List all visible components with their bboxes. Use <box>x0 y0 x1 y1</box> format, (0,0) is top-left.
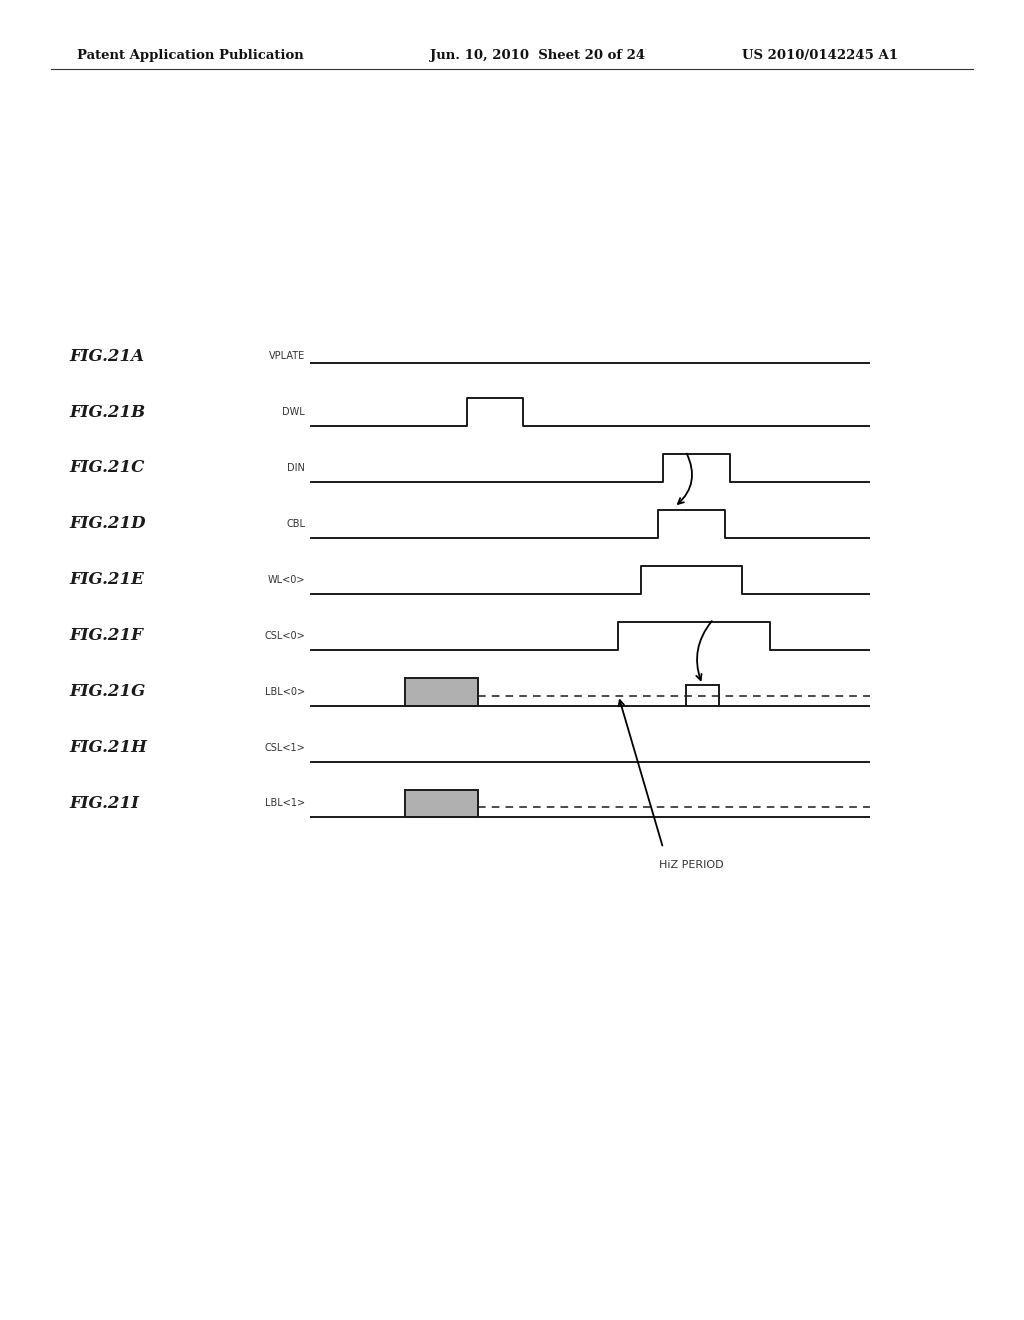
Text: Patent Application Publication: Patent Application Publication <box>77 49 303 62</box>
Text: CSL<1>: CSL<1> <box>264 743 305 752</box>
Text: CBL: CBL <box>286 519 305 529</box>
Text: FIG.21B: FIG.21B <box>70 404 145 421</box>
Text: WL<0>: WL<0> <box>267 574 305 585</box>
Bar <box>406 789 478 817</box>
Text: DIN: DIN <box>288 463 305 473</box>
Text: LBL<0>: LBL<0> <box>265 686 305 697</box>
Text: FIG.21D: FIG.21D <box>70 515 146 532</box>
Bar <box>406 677 478 706</box>
Text: FIG.21F: FIG.21F <box>70 627 143 644</box>
Text: HiZ PERIOD: HiZ PERIOD <box>658 861 724 870</box>
Text: FIG.21G: FIG.21G <box>70 684 146 700</box>
Text: FIG.21C: FIG.21C <box>70 459 145 477</box>
Text: FIG.21E: FIG.21E <box>70 572 144 589</box>
Text: US 2010/0142245 A1: US 2010/0142245 A1 <box>742 49 898 62</box>
Text: Jun. 10, 2010  Sheet 20 of 24: Jun. 10, 2010 Sheet 20 of 24 <box>430 49 645 62</box>
Text: FIG.21I: FIG.21I <box>70 795 139 812</box>
Text: FIG.21H: FIG.21H <box>70 739 147 756</box>
Text: LBL<1>: LBL<1> <box>265 799 305 808</box>
Text: CSL<0>: CSL<0> <box>264 631 305 640</box>
Text: FIG.21A: FIG.21A <box>70 347 144 364</box>
Text: VPLATE: VPLATE <box>269 351 305 362</box>
Text: DWL: DWL <box>283 407 305 417</box>
